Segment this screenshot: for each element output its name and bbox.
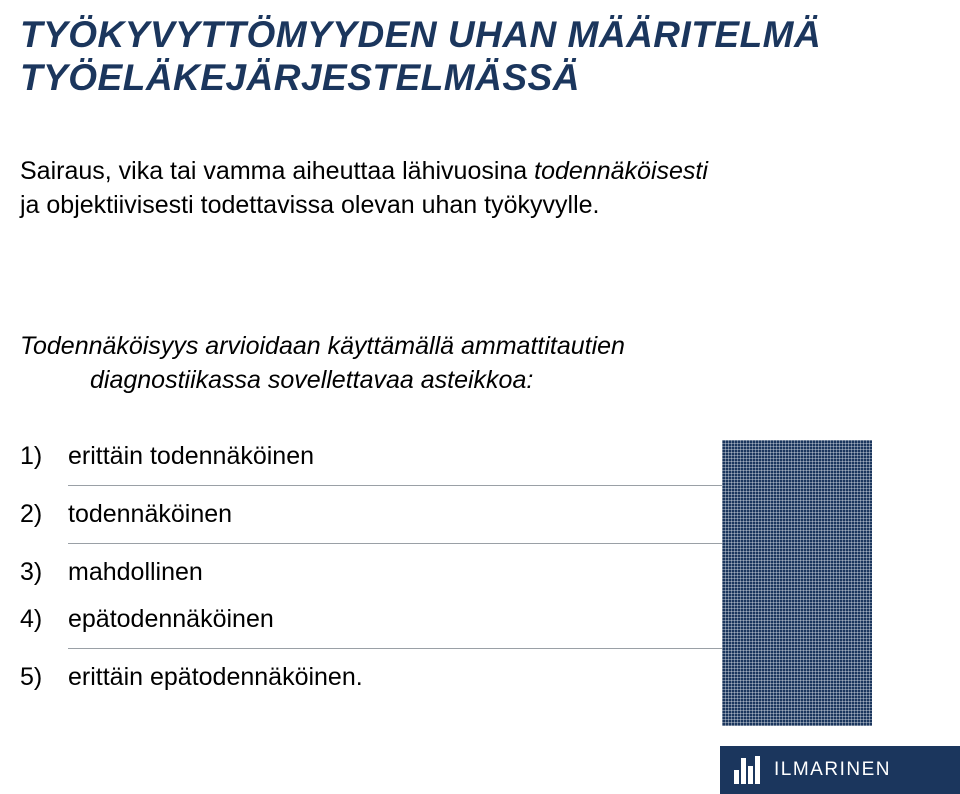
list-item: 5) erittäin epätodennäköinen. <box>20 663 720 692</box>
body-prefix: Sairaus, vika tai vamma aiheuttaa lähivu… <box>20 157 534 185</box>
list-number: 5) <box>20 663 68 692</box>
page-title-block: TYÖKYVYTTÖMYYDEN UHAN MÄÄRITELMÄ TYÖELÄK… <box>20 14 940 99</box>
list-label: todennäköinen <box>68 500 720 529</box>
page-title-line2: TYÖELÄKEJÄRJESTELMÄSSÄ <box>20 57 940 100</box>
body-emphasis: todennäköisesti <box>534 157 708 185</box>
list-item: 2) todennäköinen <box>20 500 720 529</box>
scale-list: 1) erittäin todennäköinen 2) todennäköin… <box>20 442 720 710</box>
list-label: epätodennäköinen <box>68 605 720 634</box>
decorative-bar <box>722 440 872 726</box>
logo-text: ILMARINEN <box>774 759 891 781</box>
list-number: 2) <box>20 500 68 529</box>
page-title-line1: TYÖKYVYTTÖMYYDEN UHAN MÄÄRITELMÄ <box>20 14 940 57</box>
body-suffix: ja objektiivisesti todettavissa olevan u… <box>20 191 599 219</box>
note-paragraph: Todennäköisyys arvioidaan käyttämällä am… <box>20 330 760 398</box>
note-line2: diagnostiikassa sovellettavaa asteikkoa: <box>90 364 760 398</box>
list-item: 4) epätodennäköinen <box>20 605 720 634</box>
logo-mark-icon <box>734 756 762 784</box>
note-line1: Todennäköisyys arvioidaan käyttämällä am… <box>20 332 625 360</box>
list-label: erittäin todennäköinen <box>68 442 720 471</box>
list-item: 3) mahdollinen <box>20 558 720 587</box>
list-label: erittäin epätodennäköinen. <box>68 663 720 692</box>
brand-logo: ILMARINEN <box>720 746 960 794</box>
body-paragraph: Sairaus, vika tai vamma aiheuttaa lähivu… <box>20 155 720 223</box>
list-number: 4) <box>20 605 68 634</box>
list-item: 1) erittäin todennäköinen <box>20 442 720 471</box>
list-number: 1) <box>20 442 68 471</box>
list-number: 3) <box>20 558 68 587</box>
list-label: mahdollinen <box>68 558 720 587</box>
